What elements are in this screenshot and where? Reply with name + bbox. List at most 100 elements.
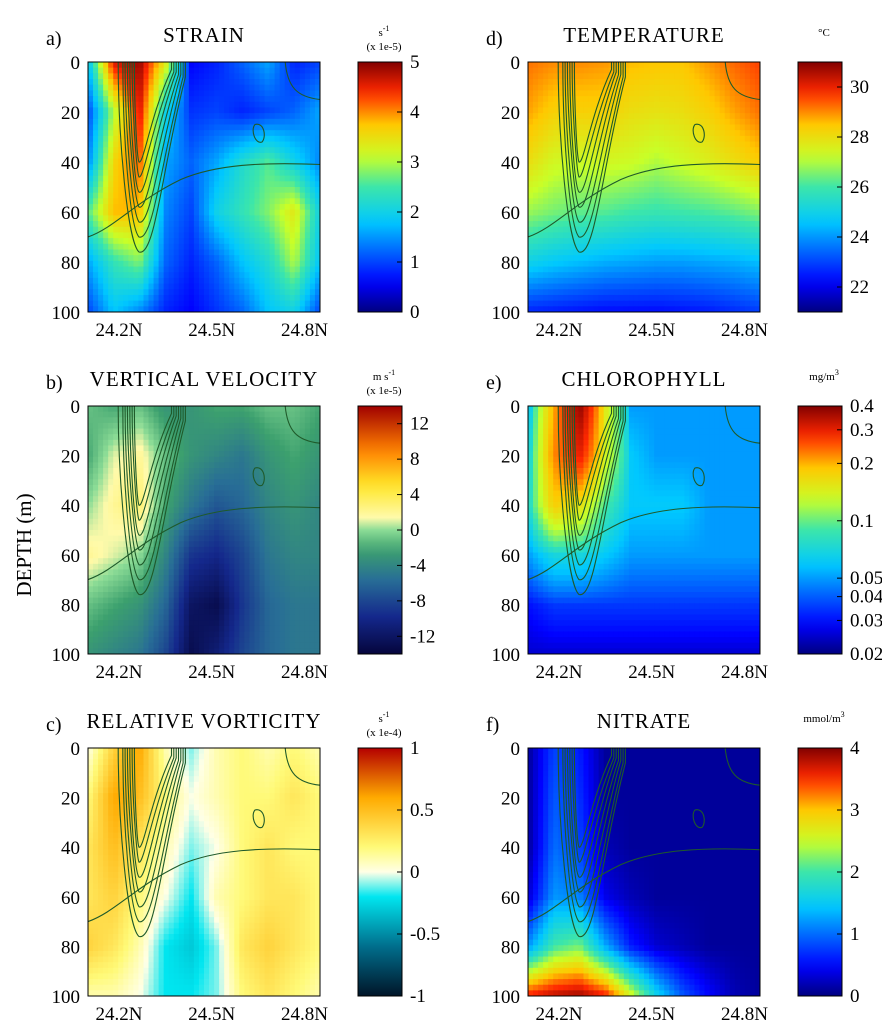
heatmap-cell [198, 552, 205, 559]
heatmap-cell [138, 434, 145, 441]
heatmap-cell [108, 445, 114, 452]
heatmap-cell [224, 238, 230, 245]
heatmap-cell [294, 272, 301, 279]
heatmap-cell [178, 826, 185, 834]
heatmap-cell [108, 289, 114, 296]
heatmap-cell [103, 748, 109, 755]
heatmap-cell [264, 175, 271, 182]
heatmap-cell [214, 592, 220, 599]
heatmap-cell [259, 479, 266, 486]
heatmap-cell [289, 518, 296, 525]
heatmap-cell [264, 141, 271, 148]
heatmap-cell [239, 300, 245, 307]
heatmap-cell [299, 608, 306, 616]
heatmap-cell [193, 849, 200, 856]
heatmap-cell [264, 462, 271, 469]
heatmap-cell [234, 204, 240, 211]
heatmap-cell [93, 124, 99, 131]
heatmap-cell [133, 289, 140, 296]
heatmap-cell [178, 226, 185, 234]
heatmap-cell [123, 563, 129, 571]
heatmap-cell [153, 187, 160, 194]
heatmap-cell [234, 569, 240, 576]
heatmap-cell [178, 804, 185, 811]
heatmap-cell [163, 439, 170, 447]
heatmap-cell [88, 62, 94, 69]
heatmap-cell [224, 804, 230, 811]
heatmap-cell [183, 306, 190, 312]
heatmap-cell [224, 776, 230, 783]
heatmap-cell [264, 535, 271, 542]
heatmap-cell [274, 748, 281, 755]
heatmap-cell [264, 513, 271, 520]
heatmap-cell [158, 546, 165, 554]
heatmap-cell [198, 272, 205, 279]
heatmap-cell [224, 484, 230, 492]
heatmap-cell [93, 620, 99, 627]
heatmap-cell [299, 175, 306, 182]
heatmap-cell [229, 147, 235, 154]
heatmap-cell [138, 451, 145, 458]
heatmap-cell [128, 101, 134, 109]
heatmap-cell [279, 642, 286, 649]
heatmap-cell [214, 113, 220, 120]
heatmap-cell [153, 147, 160, 154]
heatmap-cell [204, 776, 210, 783]
heatmap-cell [188, 439, 195, 447]
heatmap-cell [234, 580, 240, 587]
heatmap-cell [204, 563, 210, 571]
heatmap-cell [123, 821, 129, 828]
heatmap-cell [143, 770, 150, 777]
heatmap-cell [88, 552, 94, 559]
heatmap-cell [234, 79, 240, 86]
heatmap-cell [113, 614, 119, 621]
heatmap-cell [118, 642, 124, 649]
heatmap-cell [163, 826, 170, 834]
heatmap-cell [188, 625, 195, 633]
heatmap-cell [259, 62, 266, 69]
heatmap-cell [148, 462, 155, 469]
heatmap-cell [163, 101, 170, 109]
heatmap-cell [274, 484, 281, 492]
heatmap-cell [123, 614, 129, 621]
heatmap-cell [289, 530, 296, 537]
heatmap-cell [279, 479, 286, 486]
heatmap-cell [294, 637, 301, 644]
heatmap-cell [193, 843, 200, 851]
heatmap-cell [183, 67, 190, 74]
heatmap-cell [264, 541, 271, 548]
heatmap-cell [128, 255, 134, 262]
heatmap-cell [113, 569, 119, 576]
heatmap-cell [168, 484, 175, 492]
heatmap-cell [123, 575, 129, 582]
heatmap-cell [214, 541, 220, 548]
heatmap-cell [148, 411, 155, 418]
heatmap-cell [289, 625, 296, 633]
heatmap-cell [264, 260, 271, 268]
heatmap-cell [188, 759, 195, 766]
heatmap-cell [314, 232, 320, 239]
heatmap-cell [299, 306, 306, 312]
heatmap-cell [93, 563, 99, 571]
heatmap-cell [118, 524, 124, 531]
heatmap-cell [229, 753, 235, 760]
heatmap-cell [219, 118, 225, 126]
heatmap-cell [193, 84, 200, 92]
heatmap-cell [204, 238, 210, 245]
heatmap-cell [264, 306, 271, 312]
heatmap-cell [259, 79, 266, 86]
heatmap-cell [118, 255, 124, 262]
heatmap-cell [113, 294, 119, 302]
heatmap-cell [93, 238, 99, 245]
heatmap-cell [259, 164, 266, 171]
heatmap-cell [274, 648, 281, 654]
heatmap-cell [249, 484, 256, 492]
heatmap-cell [178, 501, 185, 509]
heatmap-cell [214, 451, 220, 458]
heatmap-cell [284, 648, 291, 654]
heatmap-cell [314, 468, 320, 475]
heatmap-cell [249, 580, 256, 587]
heatmap-cell [234, 90, 240, 97]
heatmap-cell [98, 158, 104, 165]
heatmap-cell [259, 209, 266, 217]
